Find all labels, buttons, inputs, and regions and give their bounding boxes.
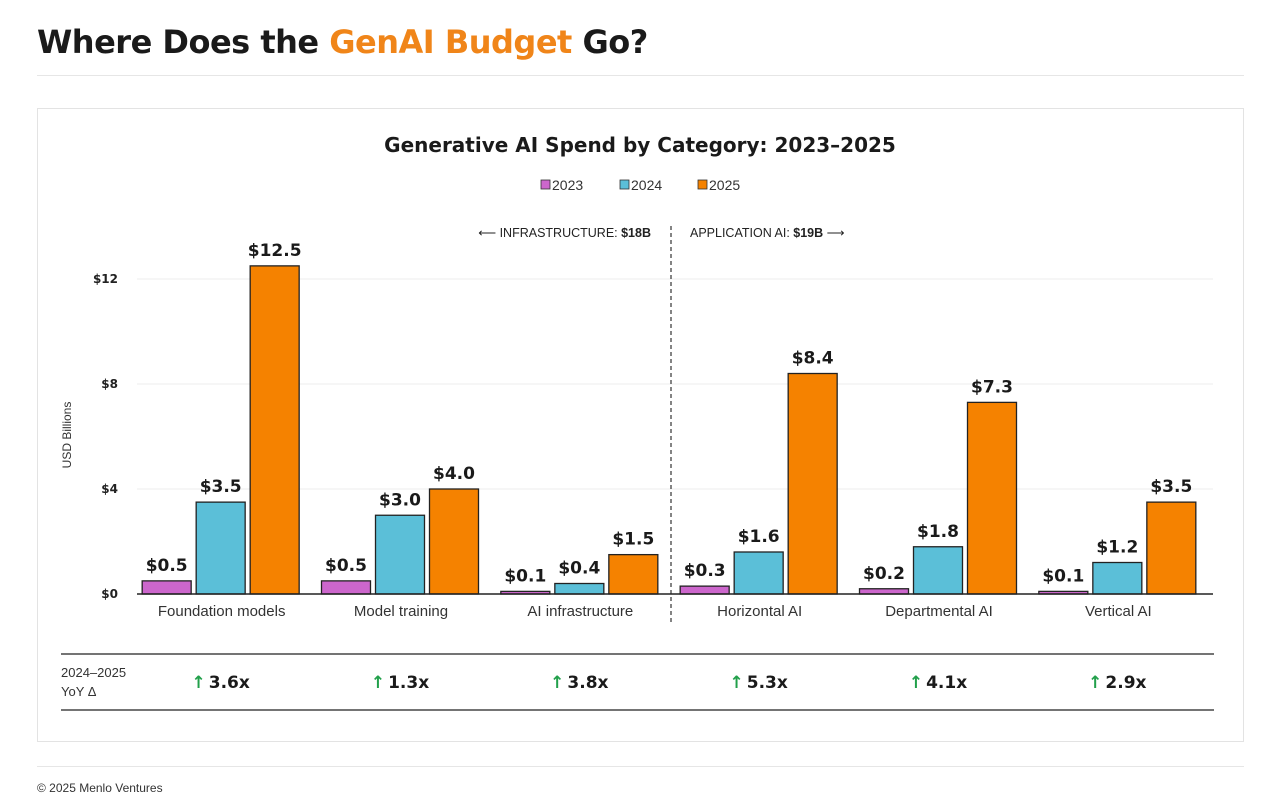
bar-2024: [733, 551, 784, 595]
bar-2023: [141, 580, 192, 595]
yoy-value: ↑ 3.6x: [191, 673, 249, 693]
legend-swatch-2023: [540, 179, 551, 190]
bar-value-label: $12.5: [248, 241, 302, 261]
bar-2024: [374, 514, 426, 595]
infrastructure-annotation-label: ⟵ INFRASTRUCTURE:: [478, 226, 621, 240]
bar-2024: [554, 582, 605, 595]
arrow-up-icon: ↑: [371, 673, 385, 693]
bar-value-label: $0.5: [325, 556, 367, 576]
bar-2025: [966, 401, 1018, 595]
yoy-value-text: 1.3x: [388, 673, 429, 693]
x-axis: Foundation models Model training AI infras…: [137, 593, 1213, 620]
legend-label-2023: 2023: [552, 177, 583, 193]
yoy-value-text: 4.1x: [926, 673, 967, 693]
legend-swatch-2025: [697, 179, 708, 190]
bar-value-label: $8.4: [792, 349, 834, 369]
arrow-up-icon: ↑: [1088, 673, 1102, 693]
legend-label-2025: 2025: [709, 177, 740, 193]
bar-value-label: $0.1: [504, 566, 546, 586]
y-tick-label: $0: [101, 587, 118, 601]
bar-value-label: $3.5: [200, 477, 242, 497]
bar-value-label: $7.3: [971, 377, 1013, 397]
infrastructure-annotation: ⟵ INFRASTRUCTURE: $18B: [478, 226, 651, 240]
legend-label-2024: 2024: [631, 177, 662, 193]
top-divider: [37, 75, 1244, 76]
arrow-up-icon: ↑: [550, 673, 564, 693]
arrow-up-icon: ↑: [191, 673, 205, 693]
bar-value-label: $0.2: [863, 564, 905, 584]
y-axis-label: USD Billions: [60, 402, 74, 469]
bar-2023: [679, 585, 730, 595]
bar-value-label: $3.5: [1150, 477, 1192, 497]
x-category-label: Foundation models: [158, 603, 286, 620]
chart-card: [37, 108, 1244, 742]
page-title: Where Does the GenAI Budget Go?: [37, 20, 648, 64]
chart-gridlines: [137, 278, 1213, 490]
bar-2024: [195, 501, 246, 595]
bar-2023: [320, 580, 372, 595]
bottom-divider: [37, 766, 1244, 767]
bar-2025: [428, 488, 480, 595]
x-category-label: AI infrastructure: [527, 603, 633, 620]
copyright-text: © 2025 Menlo Ventures: [37, 781, 163, 795]
yoy-value-text: 5.3x: [747, 673, 788, 693]
x-category-label: Departmental AI: [885, 603, 993, 620]
yoy-value: ↑ 1.3x: [371, 673, 429, 693]
yoy-value: ↑ 3.8x: [550, 673, 608, 693]
bar-value-label: $1.8: [917, 522, 959, 542]
bar-value-label: $1.5: [612, 530, 654, 550]
page-title-pre: Where Does the: [37, 23, 330, 61]
y-tick-label: $8: [101, 377, 118, 391]
chart-legend: 2023 2024 2025: [540, 177, 740, 193]
yoy-value-text: 3.8x: [567, 673, 608, 693]
yoy-value-text: 3.6x: [209, 673, 250, 693]
arrow-up-icon: ↑: [909, 673, 923, 693]
bar-value-label: $0.3: [684, 561, 726, 581]
chart-title: Generative AI Spend by Category: 2023–20…: [384, 133, 896, 157]
bar-value-label: $0.5: [146, 556, 188, 576]
yoy-value: ↑ 4.1x: [909, 673, 967, 693]
bar-2025: [608, 553, 659, 595]
bar-value-label: $1.2: [1096, 538, 1138, 558]
y-tick-label: $12: [93, 272, 118, 286]
yoy-label-line2: YoY Δ: [61, 684, 97, 699]
x-category-label: Horizontal AI: [717, 603, 802, 620]
bar-value-label: $4.0: [433, 464, 475, 484]
yoy-label-line1: 2024–2025: [61, 665, 126, 680]
bar-value-label: $1.6: [738, 527, 780, 547]
page-title-post: Go?: [571, 23, 648, 61]
section-divider: ⟵ INFRASTRUCTURE: $18B APPLICATION AI: $1…: [478, 226, 845, 622]
bar-2023: [858, 588, 910, 595]
bar-2024: [912, 546, 964, 595]
application-annotation-value: $19B: [793, 226, 823, 240]
chart-bars: $0.5 $3.5 $12.5 $0.5 $3.0 $4.0 $0.1 $0.4 $1.5 $0.…: [141, 241, 1197, 595]
bar-2024: [1092, 561, 1143, 595]
y-tick-label: $4: [101, 482, 118, 496]
x-category-label: Model training: [354, 603, 448, 620]
bar-2025: [249, 265, 300, 595]
bar-value-label: $0.4: [558, 559, 600, 579]
infrastructure-annotation-value: $18B: [621, 226, 651, 240]
application-annotation-label: APPLICATION AI:: [690, 226, 793, 240]
bar-value-label: $3.0: [379, 490, 421, 510]
x-category-label: Vertical AI: [1085, 603, 1152, 620]
application-annotation: APPLICATION AI: $19B ⟶: [690, 226, 845, 240]
arrow-up-icon: ↑: [729, 673, 743, 693]
application-annotation-arrow: ⟶: [823, 226, 844, 240]
y-axis: $0 $4 $8 $12: [93, 272, 118, 601]
bar-value-label: $0.1: [1042, 566, 1084, 586]
yoy-value-text: 2.9x: [1105, 673, 1146, 693]
bar-2025: [787, 372, 838, 595]
yoy-value: ↑ 2.9x: [1088, 673, 1146, 693]
page-title-accent: GenAI Budget: [329, 23, 572, 61]
bar-2025: [1146, 501, 1197, 595]
legend-swatch-2024: [619, 179, 630, 190]
yoy-value: ↑ 5.3x: [729, 673, 787, 693]
